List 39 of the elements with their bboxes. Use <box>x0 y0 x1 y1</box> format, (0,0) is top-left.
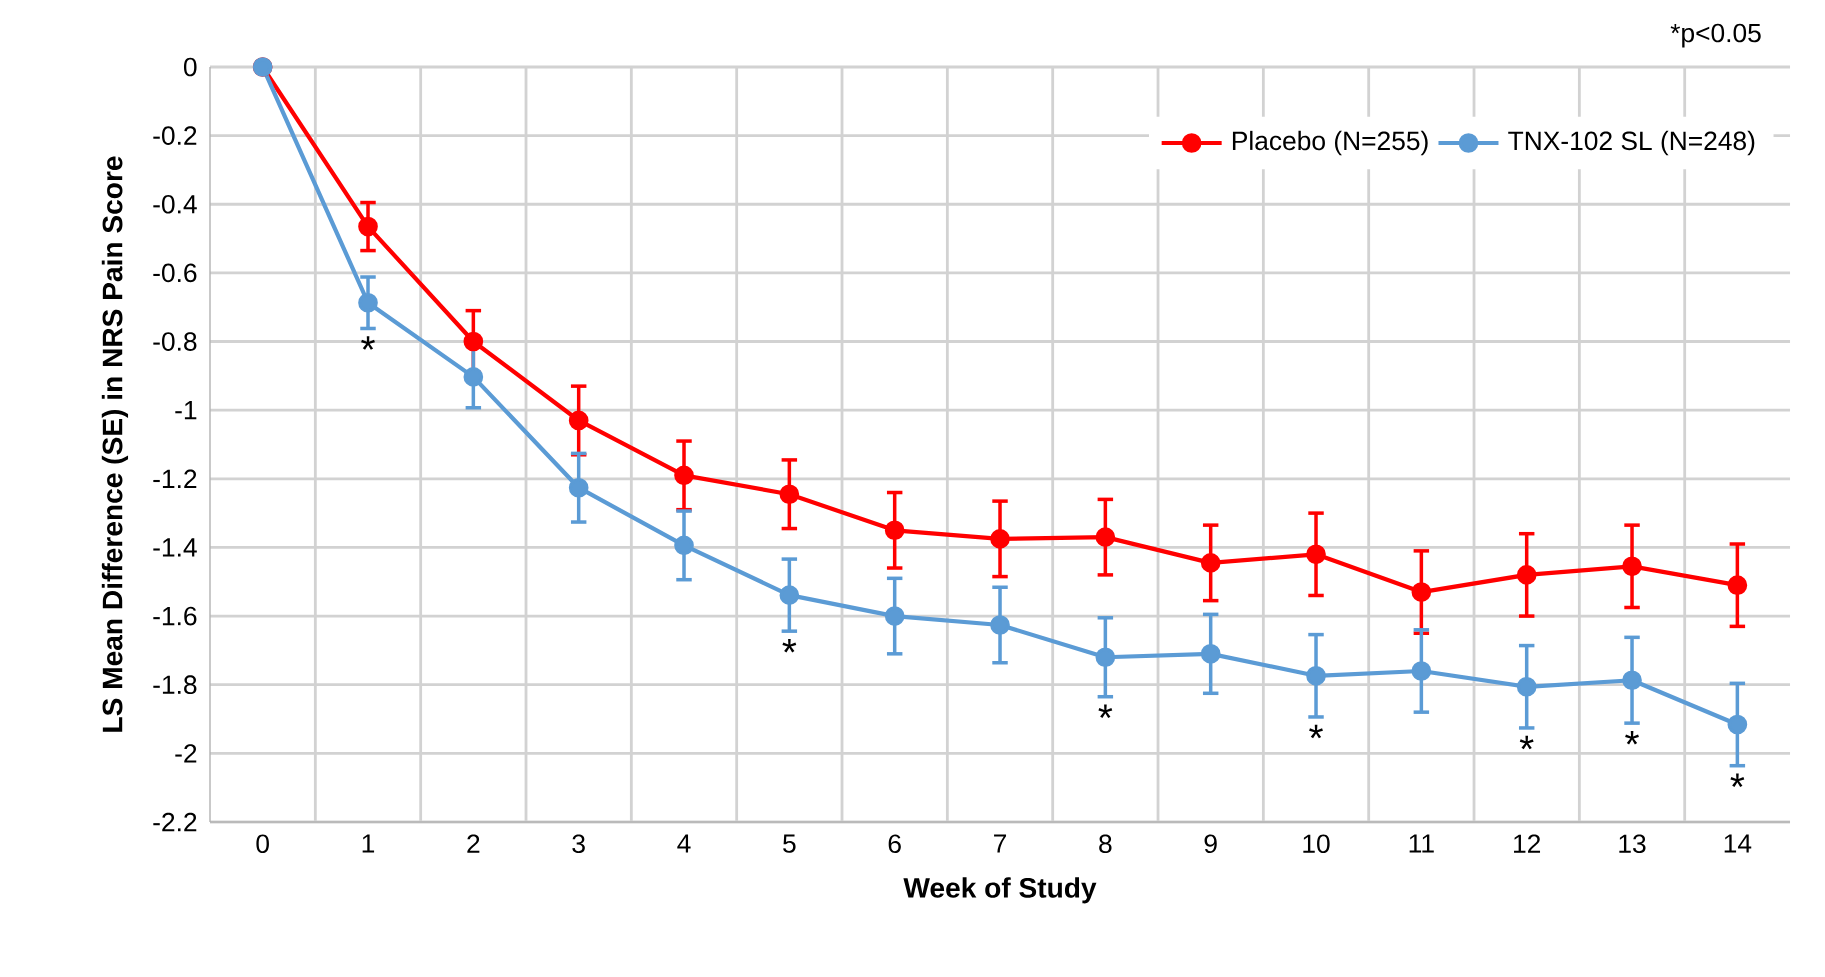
x-tick-label: 1 <box>362 834 375 853</box>
legend-label: Placebo (N=255) <box>1232 130 1428 156</box>
x-tick-label: 5 <box>783 834 796 853</box>
x-tick-label: 9 <box>1204 834 1217 854</box>
y-tick-label: -0.8 <box>153 332 197 351</box>
annotation: * <box>1309 724 1323 739</box>
x-tick-label: 3 <box>572 834 585 854</box>
x-tick-label: 4 <box>677 834 691 853</box>
legend-label: TNX-102 SL (N=248) <box>1508 130 1755 156</box>
annotation: * <box>1098 704 1113 719</box>
x-tick-label: 6 <box>888 834 901 854</box>
annotation: * <box>1625 730 1639 745</box>
x-tick-label: 11 <box>1409 834 1434 853</box>
annotation: * <box>1519 735 1534 750</box>
y-tick-label: -2 <box>175 744 197 763</box>
annotation: * <box>361 336 375 350</box>
x-tick-label: 10 <box>1303 834 1330 854</box>
y-tick-label: -1.2 <box>153 469 197 488</box>
x-tick-label: 0 <box>256 834 269 854</box>
y-tick-label: -2.2 <box>153 812 197 832</box>
y-axis-title: LS Mean Difference (SE) in NRS Pain Score <box>101 156 129 732</box>
x-tick-label: 7 <box>994 834 1007 853</box>
x-axis-title: Week of Study <box>903 877 1097 904</box>
x-tick-label: 8 <box>1099 834 1112 854</box>
y-tick-label: -1 <box>175 401 197 420</box>
y-tick-label: 0 <box>183 57 197 77</box>
annotation: * <box>782 638 797 653</box>
x-tick-label: 12 <box>1514 834 1541 853</box>
y-tick-label: -1.6 <box>153 606 197 626</box>
y-tick-label: -0.2 <box>153 126 197 145</box>
x-tick-label: 2 <box>467 834 480 853</box>
y-tick-label: -0.4 <box>153 194 197 214</box>
y-tick-label: -0.6 <box>153 263 197 283</box>
x-tick-label: 14 <box>1724 834 1752 853</box>
annotation: * <box>1730 773 1745 788</box>
y-tick-label: -1.8 <box>153 675 197 695</box>
y-tick-label: -1.4 <box>153 538 197 557</box>
text: *p<0.05 <box>1670 23 1761 48</box>
x-tick-label: 13 <box>1619 834 1646 854</box>
